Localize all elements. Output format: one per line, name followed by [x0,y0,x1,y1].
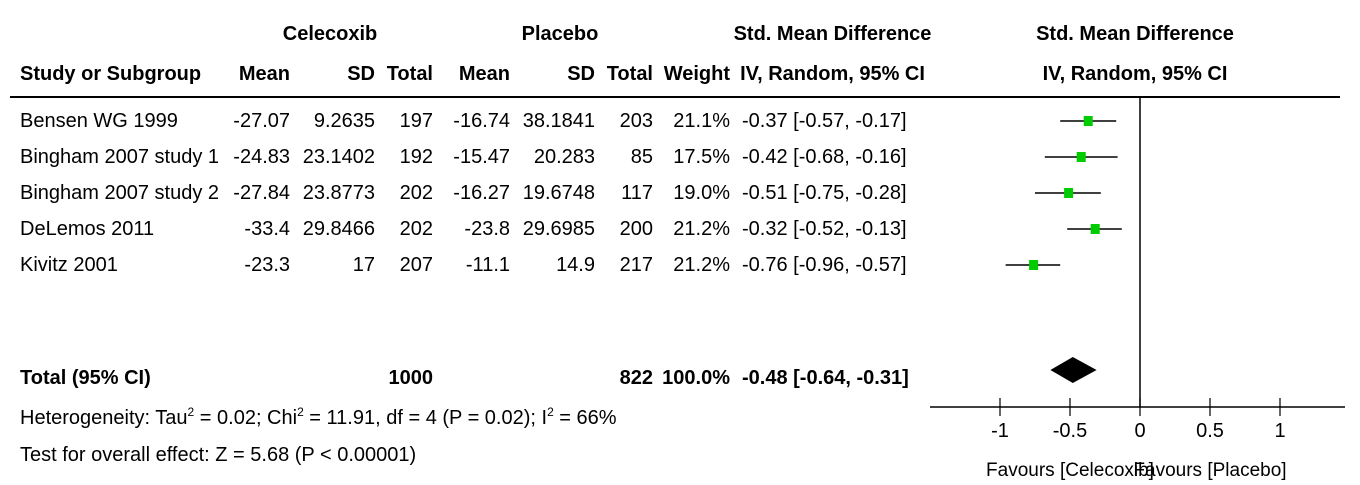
point-estimate-marker [1029,260,1039,270]
plot-title: Std. Mean Difference [1036,23,1234,45]
celecoxib-mean: -33.4 [244,218,290,240]
study-weight: 19.0% [673,182,730,204]
x-tick-label: 1 [1274,420,1285,442]
placebo-mean: -11.1 [465,254,510,276]
favours-left-label: Favours [Celecoxib] [986,460,1154,481]
celecoxib-sd: 29.8466 [302,218,375,240]
placebo-mean: -16.27 [453,182,510,204]
mean2-header: Mean [458,63,510,85]
celecoxib-total: 197 [399,110,433,132]
study-weight: 21.2% [673,254,730,276]
study-ci: -0.37 [-0.57, -0.17] [742,110,907,132]
total-n2: 822 [619,367,653,389]
placebo-mean: -16.74 [453,110,510,132]
celecoxib-sd: 23.8773 [302,182,375,204]
study-ci: -0.51 [-0.75, -0.28] [742,182,907,204]
placebo-sd: 14.9 [556,254,595,276]
celecoxib-mean: -27.84 [233,182,290,204]
total-n1: 1000 [388,367,434,389]
placebo-sd: 20.283 [533,146,595,168]
study-name: Bingham 2007 study 1 [20,146,220,168]
celecoxib-total: 202 [399,182,433,204]
placebo-sd: 38.1841 [522,110,595,132]
study-name: DeLemos 2011 [20,218,155,240]
group1-header: Celecoxib [282,23,378,45]
celecoxib-total: 202 [399,218,433,240]
study-name: Kivitz 2001 [20,254,118,276]
celecoxib-sd: 17 [352,254,375,276]
total-ci: -0.48 [-0.64, -0.31] [742,367,909,389]
study-ci: -0.42 [-0.68, -0.16] [742,146,907,168]
total-label: Total (95% CI) [20,367,151,389]
ci-header: IV, Random, 95% CI [740,63,925,85]
celecoxib-total: 192 [399,146,433,168]
placebo-total: 217 [619,254,653,276]
placebo-mean: -15.47 [453,146,510,168]
sd2-header: SD [567,63,595,85]
study-weight: 21.1% [673,110,730,132]
placebo-sd: 19.6748 [522,182,595,204]
study-column-header: Study or Subgroup [20,63,202,85]
x-tick-label: -1 [991,420,1009,442]
study-ci: -0.32 [-0.52, -0.13] [742,218,907,240]
plot-subtitle: IV, Random, 95% CI [1042,63,1228,85]
placebo-total: 85 [630,146,653,168]
placebo-total: 117 [621,182,653,204]
study-name: Bensen WG 1999 [20,110,178,132]
smd-header: Std. Mean Difference [733,23,932,45]
point-estimate-marker [1064,188,1074,198]
pooled-diamond [1050,357,1097,383]
celecoxib-sd: 9.2635 [313,110,375,132]
celecoxib-total: 207 [399,254,433,276]
placebo-sd: 29.6985 [522,218,595,240]
group2-header: Placebo [521,23,599,45]
point-estimate-marker [1076,152,1086,162]
study-ci: -0.76 [-0.96, -0.57] [742,254,907,276]
placebo-total: 200 [619,218,653,240]
study-weight: 17.5% [673,146,730,168]
overall-effect-text: Test for overall effect: Z = 5.68 (P < 0… [20,444,417,466]
sd1-header: SD [347,63,375,85]
header-divider [10,96,1340,98]
total2-header: Total [606,63,653,85]
total1-header: Total [386,63,433,85]
point-estimate-marker [1083,116,1093,126]
x-tick-label: 0.5 [1196,420,1224,442]
placebo-mean: -23.8 [464,218,510,240]
celecoxib-mean: -27.07 [233,110,290,132]
favours-right-label: Favours [Placebo] [1133,460,1286,481]
celecoxib-sd: 23.1402 [302,146,375,168]
study-weight: 21.2% [673,218,730,240]
study-name: Bingham 2007 study 2 [20,182,220,204]
forest-plot: -1 -0.5 0 0.5 1 Favours [Celecoxib]Favours [P… [930,97,1345,481]
x-tick-label: 0 [1134,420,1145,442]
weight-header: Weight [663,63,730,85]
placebo-total: 203 [619,110,653,132]
mean1-header: Mean [238,63,290,85]
point-estimate-marker [1090,224,1100,234]
celecoxib-mean: -24.83 [233,146,290,168]
x-tick-label: -0.5 [1053,420,1087,442]
celecoxib-mean: -23.3 [244,254,290,276]
total-weight: 100.0% [662,367,730,389]
heterogeneity-text: Heterogeneity: Tau2 = 0.02; Chi2 = 11.91… [20,405,617,429]
